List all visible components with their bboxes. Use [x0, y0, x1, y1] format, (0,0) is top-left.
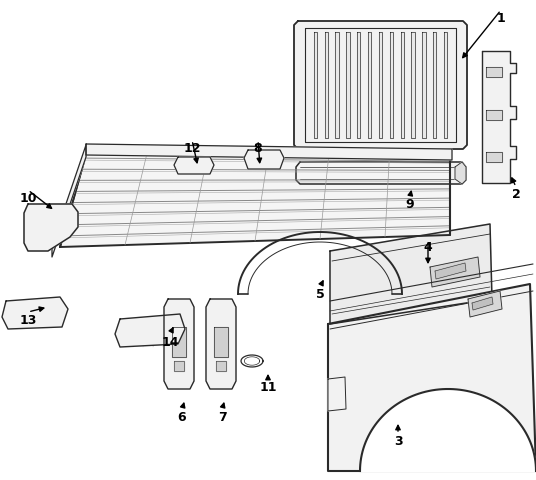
- Polygon shape: [357, 33, 360, 139]
- Text: 5: 5: [316, 288, 324, 301]
- Text: 4: 4: [423, 241, 433, 254]
- Text: 9: 9: [406, 198, 414, 211]
- Text: 12: 12: [183, 141, 201, 154]
- Text: 2: 2: [512, 188, 520, 201]
- Polygon shape: [412, 33, 415, 139]
- Polygon shape: [206, 300, 236, 389]
- Polygon shape: [2, 298, 68, 329]
- Polygon shape: [52, 146, 86, 257]
- Polygon shape: [24, 204, 78, 252]
- Polygon shape: [325, 33, 328, 139]
- Polygon shape: [216, 361, 226, 371]
- Polygon shape: [422, 33, 426, 139]
- Polygon shape: [435, 264, 466, 279]
- Polygon shape: [455, 163, 466, 185]
- Text: 14: 14: [161, 335, 178, 348]
- Polygon shape: [294, 22, 467, 150]
- Polygon shape: [60, 148, 450, 248]
- Polygon shape: [115, 314, 185, 347]
- Polygon shape: [486, 68, 502, 78]
- Polygon shape: [314, 33, 317, 139]
- Text: 8: 8: [254, 141, 262, 154]
- Polygon shape: [444, 33, 447, 139]
- Polygon shape: [328, 285, 536, 471]
- Polygon shape: [214, 327, 228, 357]
- Polygon shape: [379, 33, 382, 139]
- Polygon shape: [360, 389, 536, 471]
- Polygon shape: [472, 298, 493, 311]
- Polygon shape: [328, 377, 346, 411]
- Text: 13: 13: [19, 313, 36, 326]
- Text: 7: 7: [218, 411, 226, 424]
- Polygon shape: [400, 33, 404, 139]
- Polygon shape: [336, 33, 339, 139]
- Text: 11: 11: [259, 381, 277, 394]
- Polygon shape: [486, 111, 502, 121]
- Polygon shape: [486, 153, 502, 163]
- Polygon shape: [468, 291, 502, 317]
- Polygon shape: [482, 52, 516, 184]
- Polygon shape: [430, 257, 480, 288]
- Polygon shape: [368, 33, 371, 139]
- Polygon shape: [390, 33, 393, 139]
- Text: 10: 10: [19, 191, 37, 204]
- Polygon shape: [164, 300, 194, 389]
- Polygon shape: [174, 361, 184, 371]
- Text: 6: 6: [178, 411, 187, 424]
- Polygon shape: [296, 163, 466, 185]
- Polygon shape: [330, 225, 492, 324]
- Text: 1: 1: [497, 12, 505, 24]
- Polygon shape: [346, 33, 349, 139]
- Text: 3: 3: [393, 434, 403, 447]
- Polygon shape: [244, 151, 284, 169]
- Polygon shape: [172, 327, 186, 357]
- Polygon shape: [174, 157, 214, 175]
- Polygon shape: [433, 33, 436, 139]
- Polygon shape: [86, 144, 452, 161]
